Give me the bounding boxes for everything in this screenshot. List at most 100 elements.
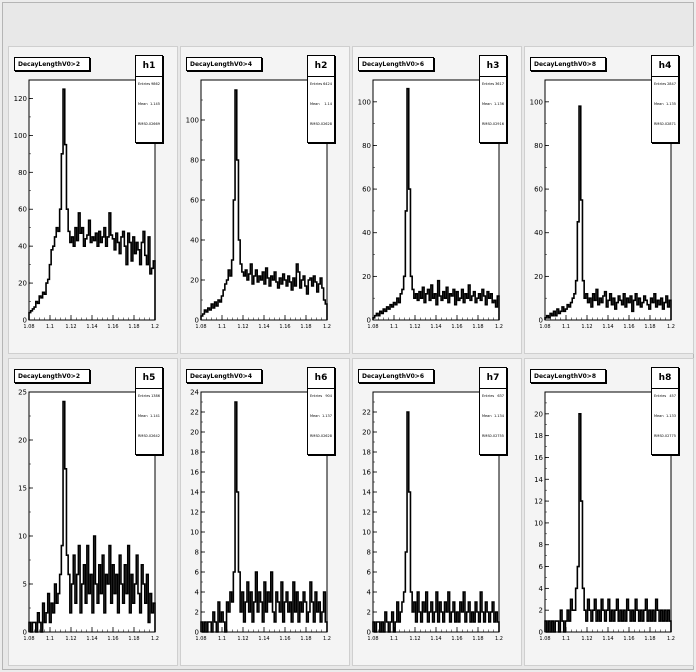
- x-tick-label: 1.08: [195, 324, 206, 330]
- stats-row-entries: Entries 457: [654, 392, 676, 400]
- x-tick-label: 1.12: [237, 324, 248, 330]
- stats-row-mean: Mean 1.14: [310, 100, 332, 108]
- stats-value: 6424: [323, 82, 332, 86]
- stats-key: RMS: [138, 122, 146, 126]
- histogram-pad-h5[interactable]: 0 5 10 15 20 25 1.08 1.1 1.12 1.14 1.16 1.18 1.2 Deca…: [8, 358, 178, 666]
- histogram-pad-h7[interactable]: 0 2 4 6 8 10 12 14 16 18 20 22 1.08 1.1 1.12 1.14 1.16 1.…: [352, 358, 522, 666]
- x-tick-label: 1.08: [195, 636, 206, 642]
- stats-value: 1.136: [493, 102, 504, 106]
- y-tick-label: 4: [195, 589, 200, 597]
- histogram-pad-h2[interactable]: 0 20 40 60 80 100 1.08 1.1 1.12 1.14 1.16 1.18 1.2 De…: [180, 46, 350, 354]
- stats-histogram-name: h2: [308, 56, 334, 77]
- y-tick-label: 8: [539, 541, 543, 549]
- y-tick-label: 16: [362, 469, 371, 477]
- y-tick-label: 0: [195, 629, 199, 637]
- y-tick-label: 100: [530, 98, 543, 106]
- y-tick-label: 4: [539, 585, 544, 593]
- stats-key: RMS: [654, 122, 662, 126]
- x-tick-label: 1.2: [151, 636, 159, 642]
- stats-value: 0.02628: [317, 122, 332, 126]
- stats-key: Mean: [138, 414, 148, 418]
- x-tick-label: 1.12: [581, 324, 592, 330]
- stats-key: Entries: [482, 82, 495, 86]
- x-tick-label: 1.16: [279, 636, 290, 642]
- y-tick-label: 60: [362, 186, 371, 194]
- x-tick-label: 1.2: [151, 324, 159, 330]
- stats-value: 1.145: [149, 102, 160, 106]
- y-tick-label: 8: [195, 549, 199, 557]
- histogram-pad-h1[interactable]: 0 20 40 60 80 100 120 1.08 1.1 1.12 1.14 1.16 1.18 1.…: [8, 46, 178, 354]
- stats-row-entries: Entries 3617: [482, 80, 504, 88]
- stats-box: h3 Entries 3617 Mean 1.136 RMS 0.02916: [479, 55, 507, 143]
- y-tick-label: 14: [534, 476, 543, 484]
- stats-value: 637: [497, 394, 504, 398]
- histogram-svg-h2: 0 20 40 60 80 100 1.08 1.1 1.12 1.14 1.16 1.18 1.2: [186, 79, 331, 330]
- stats-histogram-name: h4: [652, 56, 678, 77]
- stats-key: Entries: [482, 394, 495, 398]
- histogram-title: DecayLengthV0>6: [358, 57, 434, 71]
- stats-value: 0.02871: [661, 122, 676, 126]
- x-tick-label: 1.16: [623, 324, 634, 330]
- stats-value: 1386: [151, 394, 160, 398]
- x-tick-label: 1.2: [323, 636, 331, 642]
- y-tick-label: 14: [190, 489, 199, 497]
- y-tick-label: 12: [534, 498, 543, 506]
- y-tick-label: 0: [195, 317, 199, 325]
- stats-key: Mean: [310, 102, 320, 106]
- stats-row-rms: RMS 0.02871: [654, 120, 676, 128]
- stats-histogram-name: h6: [308, 368, 334, 389]
- y-tick-label: 60: [534, 186, 543, 194]
- stats-box: h6 Entries 904 Mean 1.137 RMS 0.02628: [307, 367, 335, 455]
- y-tick-label: 10: [534, 519, 543, 527]
- y-tick-label: 20: [362, 273, 371, 281]
- stats-row-mean: Mean 1.141: [138, 412, 160, 420]
- stats-row-rms: RMS 0.02628: [310, 432, 332, 440]
- stats-value: 0.02642: [145, 434, 160, 438]
- stats-box: h7 Entries 637 Mean 1.134 RMS 0.02755: [479, 367, 507, 455]
- histogram-pad-h8[interactable]: 0 2 4 6 8 10 12 14 16 18 20 1.08 1.1 1.12 1.14 1.16 1.18…: [524, 358, 694, 666]
- stats-key: Entries: [310, 394, 323, 398]
- y-tick-label: 14: [362, 489, 371, 497]
- x-tick-label: 1.16: [451, 324, 462, 330]
- y-tick-label: 80: [18, 169, 27, 177]
- stats-value: 0.02916: [489, 122, 504, 126]
- stats-row-entries: Entries 2847: [654, 80, 676, 88]
- stats-key: RMS: [310, 434, 318, 438]
- y-tick-label: 40: [534, 229, 543, 237]
- x-tick-label: 1.1: [46, 636, 54, 642]
- stats-box: h4 Entries 2847 Mean 1.135 RMS 0.02871: [651, 55, 679, 143]
- stats-value: 1.133: [665, 414, 676, 418]
- stats-row-entries: Entries 637: [482, 392, 504, 400]
- stats-key: Entries: [138, 394, 151, 398]
- stats-row-rms: RMS 0.02628: [310, 120, 332, 128]
- x-tick-label: 1.2: [495, 636, 503, 642]
- x-tick-label: 1.2: [323, 324, 331, 330]
- y-tick-label: 20: [534, 273, 543, 281]
- y-tick-label: 0: [367, 317, 371, 325]
- histogram-pad-h3[interactable]: 0 20 40 60 80 100 1.08 1.1 1.12 1.14 1.16 1.18 1.2 De…: [352, 46, 522, 354]
- x-tick-label: 1.14: [258, 636, 269, 642]
- stats-key: Mean: [482, 102, 492, 106]
- x-tick-label: 1.1: [562, 324, 570, 330]
- stats-row-entries: Entries 904: [310, 392, 332, 400]
- histogram-line-h6: [200, 401, 328, 633]
- stats-row-mean: Mean 1.137: [310, 412, 332, 420]
- x-tick-label: 1.1: [218, 636, 226, 642]
- histogram-svg-h8: 0 2 4 6 8 10 12 14 16 18 20 1.08 1.1 1.12 1.14 1.16 1.18…: [534, 391, 675, 642]
- x-tick-label: 1.08: [367, 636, 378, 642]
- histogram-line-h4: [544, 105, 672, 320]
- histogram-pad-h4[interactable]: 0 20 40 60 80 100 1.08 1.1 1.12 1.14 1.16 1.18 1.2 De…: [524, 46, 694, 354]
- stats-key: RMS: [138, 434, 146, 438]
- y-tick-label: 10: [18, 533, 27, 541]
- x-tick-label: 1.14: [86, 324, 97, 330]
- plot-frame: [544, 391, 672, 633]
- x-tick-label: 1.12: [237, 636, 248, 642]
- y-tick-label: 40: [362, 229, 371, 237]
- stats-row-mean: Mean 1.145: [138, 100, 160, 108]
- histogram-pad-h6[interactable]: 0 2 4 6 8 10 12 14 16 18 20 22 24 1.08 1.1 1.12 1.14 1.16…: [180, 358, 350, 666]
- stats-value: 1.137: [321, 414, 332, 418]
- stats-row-rms: RMS 0.02775: [654, 432, 676, 440]
- stats-key: RMS: [654, 434, 662, 438]
- stats-value: 2847: [667, 82, 676, 86]
- y-tick-label: 2: [367, 609, 371, 617]
